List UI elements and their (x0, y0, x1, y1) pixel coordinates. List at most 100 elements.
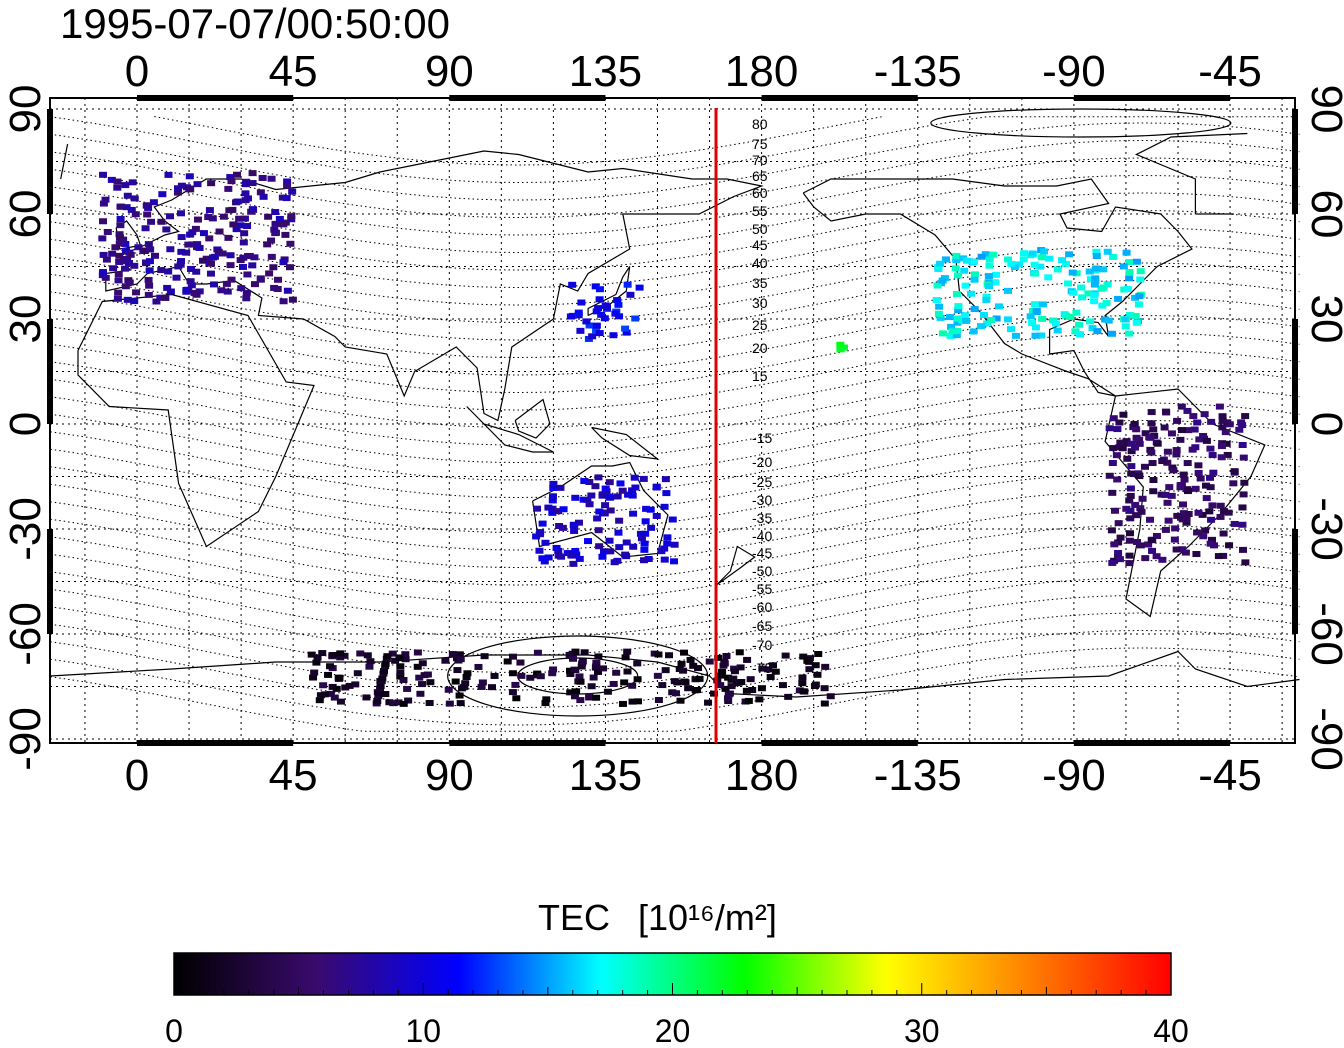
tec-cell (1202, 437, 1211, 444)
map-frame (49, 97, 1296, 744)
tec-cell (1125, 275, 1134, 282)
tec-cell (1069, 289, 1078, 296)
tec-cell (383, 653, 392, 660)
magnetic-latitude-line (50, 367, 1300, 446)
tec-cell (1161, 526, 1170, 533)
tec-cell (248, 170, 257, 177)
tec-cell (512, 695, 521, 702)
tec-cell (946, 323, 955, 330)
tec-cell (1215, 403, 1224, 410)
tec-cell (1229, 480, 1238, 487)
tec-cell (244, 253, 253, 260)
tec-cell (542, 696, 551, 703)
tec-cell (618, 700, 627, 707)
tec-cell (1125, 330, 1134, 337)
tec-cell (953, 327, 962, 334)
tec-cell (570, 693, 579, 700)
tec-cell (714, 654, 723, 661)
tec-cell (182, 249, 191, 256)
tec-cell (981, 251, 990, 258)
tec-cell (127, 206, 136, 213)
tec-cell (1030, 261, 1039, 268)
tec-cell (240, 215, 249, 222)
magnetic-latitude-line (50, 402, 1300, 481)
right-lat-label: 60 (1302, 190, 1344, 239)
tec-cell (660, 556, 669, 563)
tec-cell (1239, 454, 1248, 461)
tec-cell (1110, 541, 1119, 548)
tec-cell (1105, 425, 1114, 432)
tec-cell (771, 668, 780, 675)
right-lat-label: 90 (1302, 85, 1344, 134)
tec-cell (374, 690, 383, 697)
tec-cell (622, 553, 631, 560)
tec-cell (987, 317, 996, 324)
coastline (716, 545, 756, 586)
tec-cell (131, 211, 140, 218)
tec-cell (798, 680, 807, 687)
tec-cell (934, 263, 943, 270)
tec-cell (388, 650, 397, 657)
top-lon-label: -135 (874, 47, 962, 96)
tec-cell (99, 171, 108, 178)
tec-cell (267, 237, 276, 244)
tec-cell (115, 258, 124, 265)
tec-cell (199, 257, 208, 264)
tec-cell (594, 305, 603, 312)
tec-cell (1109, 415, 1118, 422)
tec-cell (641, 518, 650, 525)
tec-cell (729, 675, 738, 682)
tec-cell (444, 686, 453, 693)
tec-cell (391, 657, 400, 664)
tec-cell (1092, 265, 1101, 272)
tec-cell (533, 505, 542, 512)
tec-cell (1201, 527, 1210, 534)
tec-cell (1208, 502, 1217, 509)
tec-cell (1194, 469, 1203, 476)
tec-cell (313, 654, 322, 661)
tec-cell (988, 251, 997, 258)
tec-cell (766, 674, 775, 681)
tec-cell (115, 231, 124, 238)
tec-cell (652, 483, 661, 490)
tec-cell (595, 508, 604, 515)
tec-cell (592, 322, 601, 329)
tec-cell (549, 480, 558, 487)
tec-cell (1125, 269, 1134, 276)
tec-cell (150, 252, 159, 259)
contour-label: 40 (752, 255, 768, 271)
tec-cell (134, 244, 143, 251)
tec-cell (101, 196, 110, 203)
tec-cell (952, 291, 961, 298)
tec-cell (570, 666, 579, 673)
tec-cell (572, 688, 581, 695)
tec-cell (98, 235, 107, 242)
tec-cell (250, 281, 259, 288)
tec-cell (1153, 440, 1162, 447)
tec-cell (115, 234, 124, 241)
tec-cell (743, 656, 752, 663)
left-lat-label: 0 (1, 412, 50, 436)
tec-cell (1130, 420, 1139, 427)
tec-cell (1208, 452, 1217, 459)
tec-cell (565, 651, 574, 658)
tec-cell (164, 171, 173, 178)
tec-cell (418, 660, 427, 667)
tec-cell (1173, 417, 1182, 424)
tec-cell (113, 178, 122, 185)
contour-label: 65 (752, 168, 768, 184)
tec-cell (286, 240, 295, 247)
magnetic-latitude-line (50, 279, 1300, 359)
tec-cell (1193, 529, 1202, 536)
tec-cell (1135, 440, 1144, 447)
tec-cell (595, 296, 604, 303)
tec-cell (1108, 330, 1117, 337)
tec-cell (633, 676, 642, 683)
tec-cell (768, 662, 777, 669)
tec-cell (569, 522, 578, 529)
tec-cell (970, 306, 979, 313)
tec-cell (1167, 492, 1176, 499)
tec-cell (235, 215, 244, 222)
tec-cell (1111, 507, 1120, 514)
